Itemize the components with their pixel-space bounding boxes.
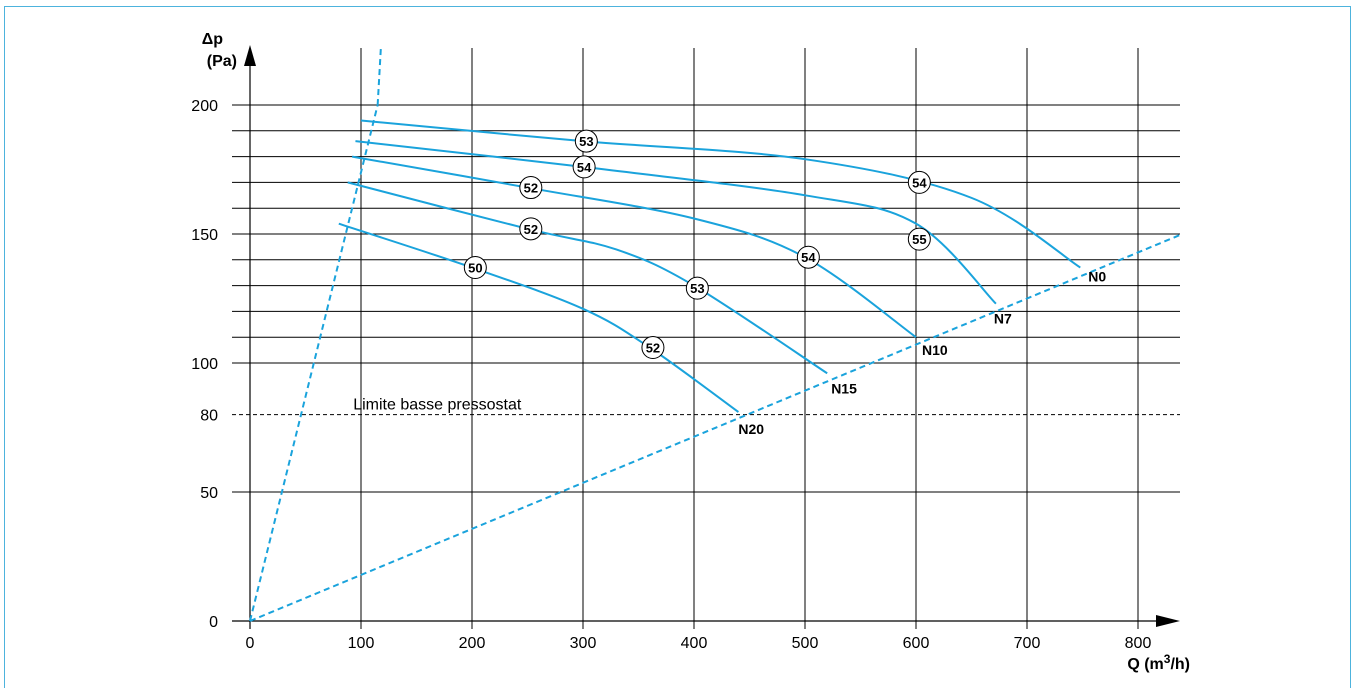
noise-level-badge [519, 217, 543, 241]
x-tick-label: 0 [246, 635, 255, 652]
y-axis-unit: (Pa) [207, 53, 237, 70]
y-tick-label: 100 [191, 356, 218, 373]
curve-n0 [360, 119, 1081, 269]
curve-label-n0: N0 [1088, 269, 1106, 285]
noise-level-badge [572, 155, 596, 179]
curve-label-n20: N20 [738, 421, 764, 437]
x-axis-label: Q (m3/h) [1127, 652, 1190, 673]
x-tick-label: 100 [348, 635, 375, 652]
noise-level-value: 50 [468, 261, 482, 276]
noise-level-badge [685, 276, 709, 300]
y-axis-symbol: Δp [202, 31, 224, 48]
x-tick-label: 800 [1125, 635, 1152, 652]
curve-label-n7: N7 [994, 311, 1012, 327]
limit-line-1-ext [376, 45, 382, 106]
curve-n15 [347, 181, 828, 375]
y-tick-label: 200 [191, 98, 218, 115]
x-tick-label: 300 [570, 635, 597, 652]
y-axis-arrow [244, 45, 256, 66]
x-axis-arrow [1156, 615, 1180, 627]
limit-lines-layer [249, 45, 1183, 622]
noise-level-value: 52 [646, 341, 660, 356]
noise-level-value: 53 [579, 134, 593, 149]
y-tick-label: 0 [209, 614, 218, 631]
curve-n7 [355, 140, 997, 305]
curves-layer [338, 119, 1081, 413]
y-tick-label: 80 [200, 408, 218, 425]
noise-level-value: 52 [524, 181, 538, 196]
axes-layer [232, 45, 1180, 629]
x-tick-label: 600 [903, 635, 930, 652]
curve-label-n10: N10 [922, 342, 948, 358]
noise-level-value: 53 [690, 281, 704, 296]
noise-level-badge [463, 256, 487, 280]
y-tick-label: 50 [200, 485, 218, 502]
curve-n10 [351, 155, 917, 339]
noise-level-value: 52 [524, 222, 538, 237]
noise-level-value: 54 [577, 160, 592, 175]
noise-level-value: 55 [912, 232, 926, 247]
limit-line-1 [249, 104, 379, 622]
curve-label-n15: N15 [831, 380, 857, 396]
x-tick-label: 700 [1014, 635, 1041, 652]
y-tick-label: 150 [191, 227, 218, 244]
noise-level-badge [574, 129, 598, 153]
chart-frame [4, 6, 1351, 688]
x-tick-label: 400 [681, 635, 708, 652]
curve-n20 [338, 222, 739, 413]
noise-level-badge [796, 245, 820, 269]
noise-level-badge [519, 176, 543, 200]
noise-level-value: 54 [912, 175, 927, 190]
x-tick-label: 200 [459, 635, 486, 652]
noise-level-value: 54 [801, 250, 816, 265]
noise-level-badge [641, 336, 665, 360]
threshold-label: Limite basse pressostat [353, 397, 522, 414]
noise-level-badge [907, 227, 931, 251]
limit-line-2 [249, 233, 1183, 622]
noise-level-badge [907, 170, 931, 194]
grid-layer [232, 48, 1180, 629]
x-tick-label: 500 [792, 635, 819, 652]
